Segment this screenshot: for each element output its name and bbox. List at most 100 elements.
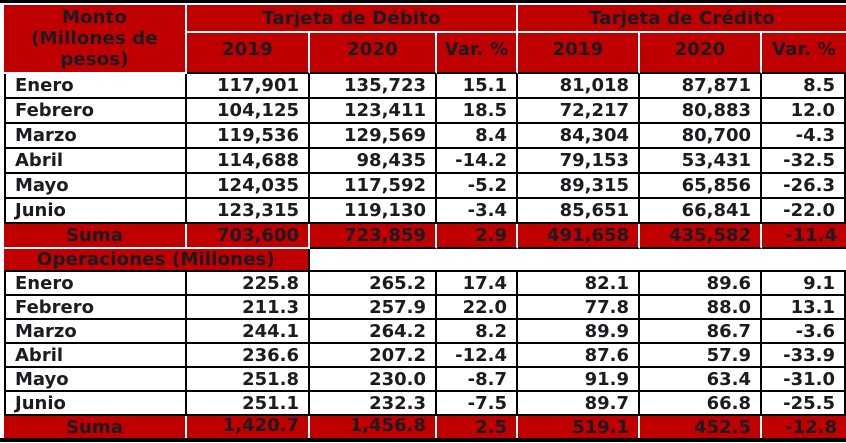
suma-credito-2020: 435,582	[640, 224, 763, 249]
value-debito-var: 17.4	[437, 272, 519, 296]
monto-row-junio: Junio 123,315 119,130 -3.4 85,651 66,841…	[4, 199, 846, 224]
header-group-row: Monto (Millones de pesos) Tarjeta de Déb…	[4, 5, 846, 74]
row-label: Enero	[4, 272, 187, 296]
value-credito-var: 12.0	[762, 99, 846, 124]
row-label: Abril	[4, 344, 187, 368]
row-label: Junio	[4, 199, 187, 224]
col-header-debito-2019: 2019	[187, 33, 310, 74]
value-debito-2019: 211.3	[187, 296, 310, 320]
value-credito-2019: 87.6	[518, 344, 641, 368]
value-debito-2020: 135,723	[310, 74, 437, 99]
operaciones-section-spacer	[310, 249, 846, 272]
value-debito-2019: 119,536	[187, 124, 310, 149]
value-credito-var: -33.9	[762, 344, 846, 368]
value-credito-var: -32.5	[762, 149, 846, 174]
value-debito-2019: 244.1	[187, 320, 310, 344]
value-debito-2020: 257.9	[310, 296, 437, 320]
header-group-credito: Tarjeta de Crédito	[518, 5, 846, 33]
monto-row-febrero: Febrero 104,125 123,411 18.5 72,217 80,8…	[4, 99, 846, 124]
value-credito-2019: 77.8	[518, 296, 641, 320]
value-debito-2019: 225.8	[187, 272, 310, 296]
corner-header-monto: Monto (Millones de pesos)	[4, 5, 187, 74]
value-credito-2019: 79,153	[518, 149, 641, 174]
value-debito-var: 15.1	[437, 74, 519, 99]
value-debito-2020: 98,435	[310, 149, 437, 174]
value-credito-var: 8.5	[762, 74, 846, 99]
value-debito-2019: 104,125	[187, 99, 310, 124]
value-debito-2019: 114,688	[187, 149, 310, 174]
row-label: Junio	[4, 392, 187, 416]
value-debito-2020: 117,592	[310, 174, 437, 199]
value-credito-2020: 63.4	[640, 368, 763, 392]
value-debito-2019: 251.8	[187, 368, 310, 392]
value-debito-var: -5.2	[437, 174, 519, 199]
value-credito-2020: 80,883	[640, 99, 763, 124]
bottom-black-rule	[0, 438, 846, 442]
value-credito-2019: 91.9	[518, 368, 641, 392]
operaciones-suma-row: Suma 1,420.7 1,456.8 2.5 519.1 452.5 -12…	[4, 416, 846, 438]
value-debito-2019: 236.6	[187, 344, 310, 368]
value-debito-var: 22.0	[437, 296, 519, 320]
operaciones-row-marzo: Marzo 244.1 264.2 8.2 89.9 86.7 -3.6	[4, 320, 846, 344]
monto-suma-row: Suma 703,600 723,859 2.9 491,658 435,582…	[4, 224, 846, 249]
operaciones-section-header: Operaciones (Millones)	[4, 249, 310, 272]
value-credito-var: -25.5	[762, 392, 846, 416]
suma-debito-2019: 703,600	[187, 224, 310, 249]
value-credito-2019: 72,217	[518, 99, 641, 124]
operaciones-row-abril: Abril 236.6 207.2 -12.4 87.6 57.9 -33.9	[4, 344, 846, 368]
monto-row-abril: Abril 114,688 98,435 -14.2 79,153 53,431…	[4, 149, 846, 174]
value-credito-2020: 65,856	[640, 174, 763, 199]
value-credito-2020: 66.8	[640, 392, 763, 416]
value-credito-var: 13.1	[762, 296, 846, 320]
value-credito-2019: 89.9	[518, 320, 641, 344]
value-credito-2020: 57.9	[640, 344, 763, 368]
row-label: Febrero	[4, 296, 187, 320]
suma-credito-var: -12.8	[762, 416, 846, 438]
value-credito-var: 9.1	[762, 272, 846, 296]
row-label: Marzo	[4, 124, 187, 149]
operaciones-row-junio: Junio 251.1 232.3 -7.5 89.7 66.8 -25.5	[4, 392, 846, 416]
col-header-debito-var: Var. %	[437, 33, 519, 74]
operaciones-row-mayo: Mayo 251.8 230.0 -8.7 91.9 63.4 -31.0	[4, 368, 846, 392]
row-label: Enero	[4, 74, 187, 99]
value-debito-2020: 264.2	[310, 320, 437, 344]
value-credito-2020: 66,841	[640, 199, 763, 224]
suma-debito-var: 2.5	[437, 416, 519, 438]
corner-line-3: pesos)	[60, 49, 129, 70]
value-credito-var: -22.0	[762, 199, 846, 224]
value-credito-var: -26.3	[762, 174, 846, 199]
col-header-credito-var: Var. %	[762, 33, 846, 74]
value-credito-2019: 84,304	[518, 124, 641, 149]
value-credito-2019: 82.1	[518, 272, 641, 296]
value-credito-var: -4.3	[762, 124, 846, 149]
corner-line-2: (Millones de	[31, 28, 158, 49]
row-label: Mayo	[4, 368, 187, 392]
value-credito-2019: 89.7	[518, 392, 641, 416]
value-debito-var: -14.2	[437, 149, 519, 174]
value-debito-2019: 123,315	[187, 199, 310, 224]
suma-label: Suma	[4, 416, 187, 438]
col-header-credito-2020: 2020	[640, 33, 763, 74]
row-label: Febrero	[4, 99, 187, 124]
row-label: Abril	[4, 149, 187, 174]
value-credito-2020: 87,871	[640, 74, 763, 99]
value-debito-2020: 123,411	[310, 99, 437, 124]
value-debito-2019: 251.1	[187, 392, 310, 416]
value-credito-2019: 89,315	[518, 174, 641, 199]
col-header-debito-2020: 2020	[310, 33, 437, 74]
suma-debito-2020: 1,456.8	[310, 416, 437, 438]
suma-debito-2020: 723,859	[310, 224, 437, 249]
value-debito-var: -7.5	[437, 392, 519, 416]
suma-credito-2019: 491,658	[518, 224, 641, 249]
suma-credito-var: -11.4	[762, 224, 846, 249]
monto-row-marzo: Marzo 119,536 129,569 8.4 84,304 80,700 …	[4, 124, 846, 149]
value-debito-2019: 117,901	[187, 74, 310, 99]
operaciones-section-row: Operaciones (Millones)	[4, 249, 846, 272]
value-debito-var: -12.4	[437, 344, 519, 368]
card-payments-table: Monto (Millones de pesos) Tarjeta de Déb…	[4, 5, 846, 438]
value-debito-2019: 124,035	[187, 174, 310, 199]
suma-debito-2019: 1,420.7	[187, 416, 310, 438]
suma-label: Suma	[4, 224, 187, 249]
value-debito-2020: 230.0	[310, 368, 437, 392]
